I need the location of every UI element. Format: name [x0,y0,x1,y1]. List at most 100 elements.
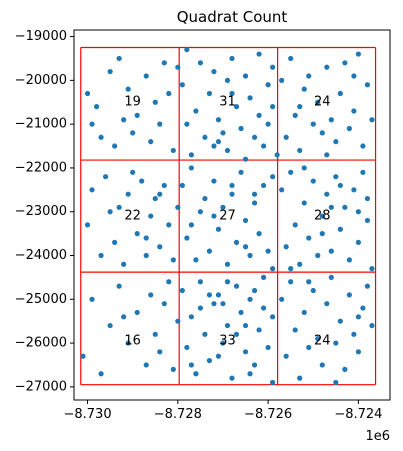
scatter-point [125,191,131,197]
quadrat-count-label: 24 [314,333,331,348]
scatter-point [328,248,334,254]
scatter-point [184,121,190,127]
scatter-point [220,130,226,136]
quadrat-count-label: 27 [219,209,236,224]
scatter-point [288,55,294,62]
scatter-point [242,349,249,355]
scatter-point [166,222,172,228]
scatter-point [270,104,276,110]
scatter-point [265,121,271,127]
scatter-point [306,73,312,79]
scatter-point [337,318,343,324]
scatter-point [337,90,343,97]
scatter-point [247,371,253,377]
scatter-point [202,331,208,337]
quadrat-count-label: 22 [124,209,141,224]
scatter-point [324,152,330,158]
scatter-point [224,322,231,329]
quadrat-count-label: 24 [314,95,331,110]
quadrat-count-labels: 19 31 24 22 27 28 16 33 24 [124,95,330,349]
scatter-point [261,274,267,280]
scatter-point [98,134,104,140]
scatter-point [288,169,294,175]
scatter-point [215,117,222,123]
scatter-point [297,104,303,110]
x-tick-label: −8.726 [244,407,292,422]
scatter-point [229,90,235,97]
scatter-point [360,143,366,149]
x-tick-label: −8.728 [154,407,202,422]
quadrat-count-label: 28 [314,209,331,224]
scatter-point [310,178,316,184]
scatter-point [188,314,194,320]
scatter-point [306,235,312,241]
scatter-point [188,152,194,158]
scatter-point [360,305,366,311]
scatter-point [220,340,226,346]
scatter-point [206,90,213,97]
scatter-point [256,231,262,237]
quadrat-count-label: 31 [219,95,236,110]
y-tick-label: −21000 [15,117,67,132]
scatter-point [342,366,348,372]
scatter-point [211,143,217,149]
scatter-point [261,143,267,149]
plot-area-frame [73,29,391,401]
scatter-point [369,266,375,272]
y-tick-label: −19000 [15,29,67,44]
scatter-point [274,152,280,158]
scatter-point [279,187,285,193]
scatter-point [247,296,253,302]
scatter-point [229,55,235,62]
scatter-point [283,353,289,359]
scatter-point [251,191,258,197]
scatter-point [116,55,122,62]
scatter-point [184,235,190,241]
scatter-point [324,301,330,307]
scatter-point [261,305,267,311]
scatter-point [80,353,86,359]
y-tick-label: −27000 [15,379,67,394]
scatter-point [355,51,361,57]
scatter-point [188,165,194,171]
scatter-point [337,226,343,232]
scatter-point [256,327,262,333]
scatter-point [197,279,203,285]
scatter-point [229,182,235,189]
scatter-point [161,301,167,307]
scatter-point [157,244,163,250]
scatter-point [265,82,271,88]
scatter-point [333,379,339,386]
scatter-point [179,182,185,189]
scatter-point [130,130,136,136]
scatter-point [319,213,325,219]
scatter-point [143,73,149,79]
scatter-point [188,362,194,368]
scatter-point [157,121,163,127]
scatter-point [89,187,95,193]
scatter-point [328,117,334,123]
scatter-point [288,279,294,285]
data-points [80,47,375,386]
scatter-point [175,204,181,210]
scatter-point [143,235,149,241]
x-tick-label: −8.730 [63,407,111,422]
scatter-point [211,178,217,184]
scatter-point [355,209,361,215]
scatter-point [121,117,127,123]
scatter-point [224,147,231,154]
scatter-point [184,47,190,53]
scatter-point [369,117,375,123]
scatter-point [337,182,343,189]
scatter-point [351,187,357,193]
y-tick-label: −24000 [15,248,67,263]
scatter-point [283,244,289,250]
scatter-point [89,121,95,127]
scatter-point [301,86,307,92]
scatter-point [342,204,348,210]
scatter-point [319,362,325,368]
scatter-point [360,169,366,175]
scatter-point [220,204,226,210]
scatter-point [175,64,181,70]
scatter-point [265,344,271,351]
